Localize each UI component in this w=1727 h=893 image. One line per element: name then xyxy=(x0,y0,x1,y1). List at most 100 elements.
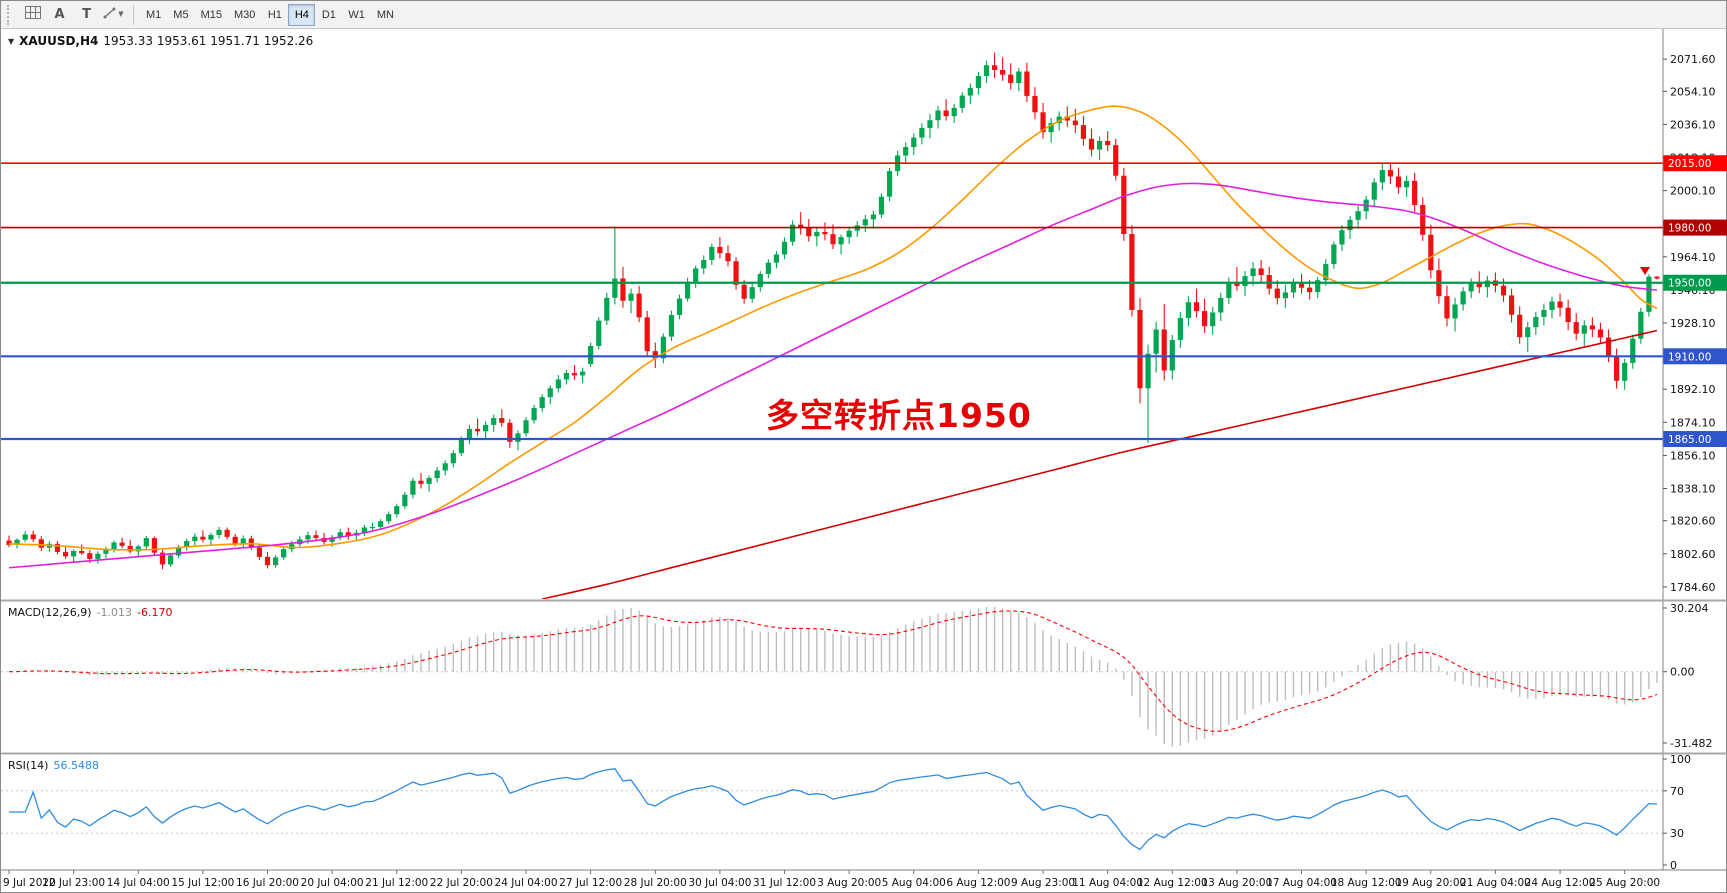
price-tag-label: 1910.00 xyxy=(1668,351,1711,363)
timeframe-m5-button[interactable]: M5 xyxy=(167,4,194,26)
bull-candle xyxy=(1347,219,1353,231)
timeframe-mn-button[interactable]: MN xyxy=(371,4,400,26)
bear-candle xyxy=(1088,138,1095,150)
bull-candle xyxy=(628,293,634,301)
text-tool-button[interactable]: T xyxy=(73,4,100,26)
bear-candle xyxy=(224,529,230,537)
time-label: 17 Aug 04:00 xyxy=(1266,877,1337,889)
bull-candle xyxy=(773,254,780,263)
main-panel xyxy=(1,52,1663,599)
rsi-tick-label: 100 xyxy=(1670,753,1691,766)
bull-candle xyxy=(491,418,497,425)
bull-candle xyxy=(903,147,909,156)
cursor-a-tool-button[interactable]: A xyxy=(46,4,73,26)
bull-candle xyxy=(305,535,311,540)
bull-candle xyxy=(329,537,335,542)
bull-candle xyxy=(959,95,965,108)
price-tick-label: 1802.60 xyxy=(1670,548,1716,561)
bull-candle xyxy=(967,88,973,96)
bull-candle xyxy=(886,171,893,197)
rsi-panel xyxy=(1,767,1663,851)
bear-candle xyxy=(507,422,513,442)
timeframe-d1-button[interactable]: D1 xyxy=(315,4,342,26)
bear-candle xyxy=(1395,176,1402,188)
bull-candle xyxy=(1403,180,1410,188)
toolbar: A T ▼ M1 M5 M15 M30 H1 H4 D1 W1 MN xyxy=(1,1,1726,29)
time-label: 24 Aug 12:00 xyxy=(1525,877,1596,889)
bear-candle xyxy=(499,418,505,423)
timeframe-w1-button[interactable]: W1 xyxy=(342,4,371,26)
time-label: 24 Jul 04:00 xyxy=(495,877,558,889)
timeframe-h1-button[interactable]: H1 xyxy=(261,4,288,26)
bull-candle xyxy=(71,551,77,557)
bear-candle xyxy=(1129,234,1135,310)
bear-candle xyxy=(30,534,36,540)
time-label: 25 Aug 20:00 xyxy=(1589,877,1660,889)
timeframe-m15-button[interactable]: M15 xyxy=(195,4,228,26)
bull-candle xyxy=(1177,318,1183,340)
bull-candle xyxy=(103,548,109,554)
chart-title: ▼ XAUUSD,H4 1953.33 1953.61 1951.71 1952… xyxy=(8,34,313,48)
bull-candle xyxy=(402,494,408,507)
price-tag-label: 1980.00 xyxy=(1668,223,1711,235)
time-label: 12 Jul 23:00 xyxy=(42,877,105,889)
bear-candle xyxy=(1614,355,1620,381)
one-click-trading-icon[interactable]: ▼ xyxy=(8,36,15,46)
price-tag-label: 1865.00 xyxy=(1668,434,1711,446)
bear-candle xyxy=(1605,337,1612,356)
bull-candle xyxy=(1581,325,1587,334)
time-label: 27 Jul 12:00 xyxy=(559,877,622,889)
symbol-name: XAUUSD,H4 xyxy=(19,34,99,48)
bull-candle xyxy=(539,397,545,408)
bull-candle xyxy=(660,336,666,359)
turning-point-arrow-icon xyxy=(1640,267,1650,275)
timeframe-m1-button[interactable]: M1 xyxy=(140,4,167,26)
time-label: 21 Aug 04:00 xyxy=(1460,877,1531,889)
bull-candle xyxy=(1331,244,1337,264)
timeframe-m30-button[interactable]: M30 xyxy=(228,4,261,26)
bull-candle xyxy=(378,521,384,527)
time-label: 21 Jul 12:00 xyxy=(365,877,428,889)
price-tag-1950.00 xyxy=(1663,274,1727,291)
bear-candle xyxy=(1161,329,1167,371)
bull-candle xyxy=(596,320,602,346)
bear-candle xyxy=(1193,302,1200,312)
bear-candle xyxy=(1517,314,1523,338)
time-label: 30 Jul 04:00 xyxy=(688,877,751,889)
bull-candle xyxy=(935,110,941,121)
bull-candle xyxy=(676,298,683,315)
time-label: 9 Jul 2020 xyxy=(3,877,56,889)
objects-tool-button[interactable]: ▼ xyxy=(100,4,127,26)
bull-candle xyxy=(410,480,416,495)
timeframe-h4-button[interactable]: H4 xyxy=(288,3,316,26)
price-tick-label: 1820.60 xyxy=(1670,515,1716,528)
bear-candle xyxy=(806,227,812,237)
bear-candle xyxy=(991,65,998,71)
price-tick-label: 1784.60 xyxy=(1670,581,1716,594)
price-tag-1980.00 xyxy=(1663,219,1727,236)
toolbar-grip[interactable] xyxy=(7,4,13,25)
timeframe-button-group: M1 M5 M15 M30 H1 H4 D1 W1 MN xyxy=(140,3,400,26)
bull-candle xyxy=(781,241,788,255)
bear-candle xyxy=(1589,325,1595,330)
bull-candle xyxy=(1290,283,1297,293)
price-tick-label: 2054.10 xyxy=(1670,85,1716,98)
bull-candle xyxy=(1646,276,1652,312)
macd-tick-label: -31.482 xyxy=(1670,737,1712,750)
rsi-tick-label: 70 xyxy=(1670,785,1684,798)
bull-candle xyxy=(1056,116,1062,124)
bull-candle xyxy=(1323,263,1329,281)
bull-candle xyxy=(1452,304,1458,319)
bull-candle xyxy=(604,297,610,321)
chart-grid-tool-button[interactable] xyxy=(19,4,46,26)
bear-candle xyxy=(1080,125,1087,139)
bear-candle xyxy=(200,536,206,540)
time-label: 15 Jul 12:00 xyxy=(171,877,234,889)
bull-candle xyxy=(684,281,691,299)
bear-candle xyxy=(1298,283,1305,288)
bull-candle xyxy=(394,506,400,515)
bull-candle xyxy=(515,433,521,442)
time-label: 19 Aug 20:00 xyxy=(1395,877,1466,889)
bear-candle xyxy=(1137,309,1143,389)
